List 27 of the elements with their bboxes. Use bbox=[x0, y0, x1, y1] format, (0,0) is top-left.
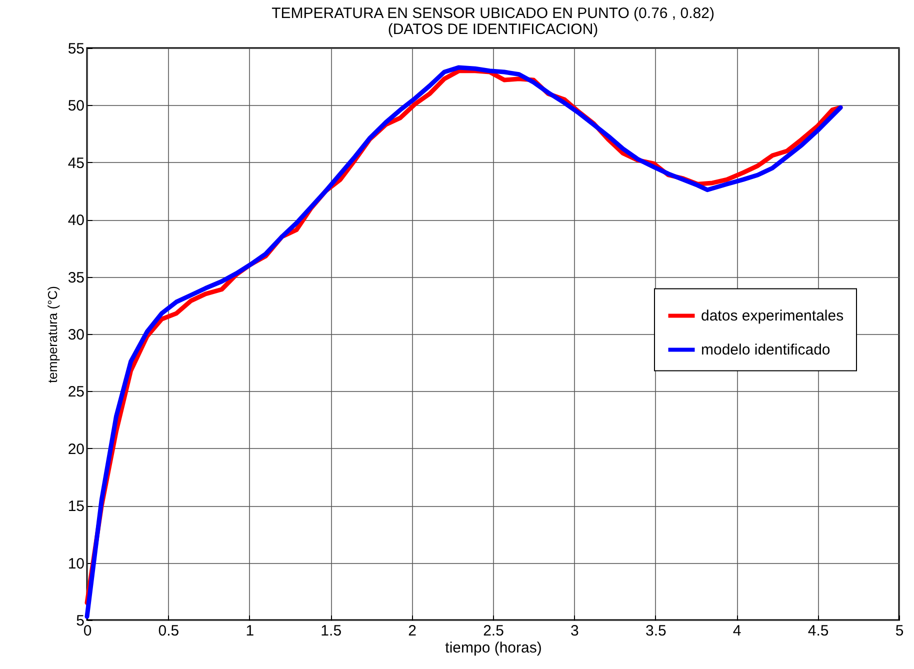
y-tick-label: 35 bbox=[68, 269, 84, 286]
x-tick-label: 1.5 bbox=[320, 622, 342, 640]
chart-subtitle: (DATOS DE IDENTIFICACION) bbox=[388, 21, 598, 38]
x-tick-label: 4.5 bbox=[808, 622, 829, 640]
x-tick-label: 3.5 bbox=[645, 622, 666, 640]
y-tick-label: 10 bbox=[68, 555, 84, 572]
x-tick-label: 2 bbox=[408, 622, 416, 640]
x-tick-label: 0.5 bbox=[158, 622, 180, 640]
y-tick-label: 25 bbox=[68, 384, 84, 401]
x-tick-label: 4 bbox=[732, 622, 742, 640]
y-tick-label: 30 bbox=[68, 326, 84, 344]
y-tick-label: 15 bbox=[68, 498, 84, 516]
x-tick-label: 2.5 bbox=[483, 622, 504, 640]
legend-label: modelo identificado bbox=[701, 342, 830, 359]
y-tick-label: 55 bbox=[68, 40, 84, 58]
x-axis-title: tiempo (horas) bbox=[445, 640, 542, 656]
x-tick-label: 0 bbox=[83, 622, 92, 640]
x-tick-label: 1 bbox=[246, 622, 254, 640]
y-tick-label: 45 bbox=[68, 154, 84, 172]
y-tick-label: 50 bbox=[68, 98, 84, 115]
y-axis-title: temperatura (°C) bbox=[44, 286, 60, 383]
x-tick-label: 3 bbox=[570, 622, 579, 640]
y-tick-label: 40 bbox=[68, 212, 84, 230]
chart-title: TEMPERATURA EN SENSOR UBICADO EN PUNTO (0.76 , 0.82) bbox=[272, 5, 714, 22]
legend-label: datos experimentales bbox=[701, 308, 844, 325]
x-tick-label: 5 bbox=[895, 622, 904, 640]
y-tick-label: 20 bbox=[68, 440, 84, 458]
